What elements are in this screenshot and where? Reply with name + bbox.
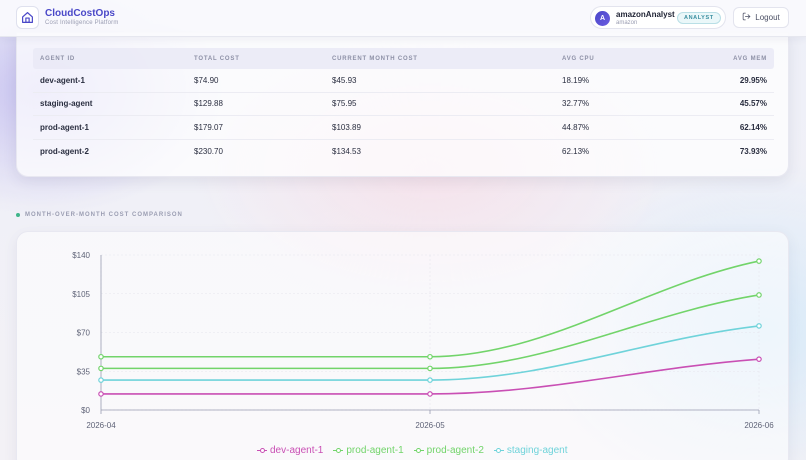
cell-total-cost: $129.88: [194, 99, 223, 109]
data-point-staging-agent: [427, 377, 433, 383]
cell-avg-mem: 62.14%: [739, 122, 767, 132]
data-point-staging-agent: [98, 377, 104, 383]
cell-avg-cpu: 62.13%: [562, 146, 590, 156]
data-point-dev-agent-1: [98, 391, 104, 397]
table-row[interactable]: staging-agent $129.88 $75.95 32.77% 45.5…: [33, 93, 774, 116]
legend-swatch: [413, 447, 424, 453]
y-tick-label: $140: [72, 251, 90, 260]
legend-item-prod-agent-2[interactable]: prod-agent-2: [413, 444, 484, 456]
brand-title: CloudCostOps: [45, 8, 115, 19]
cell-avg-cpu: 32.77%: [562, 99, 590, 109]
user-menu[interactable]: A amazonAnalyst amazon ANALYST: [590, 6, 726, 29]
x-tick-label: 2026-05: [415, 421, 445, 430]
cell-agent-id: dev-agent-1: [40, 75, 85, 85]
cell-current-month-cost: $75.95: [332, 99, 357, 109]
section-title-text: MONTH-OVER-MONTH COST COMPARISON: [25, 211, 183, 218]
legend-swatch: [333, 447, 344, 453]
data-point-prod-agent-2: [756, 258, 762, 264]
legend-label: prod-agent-2: [426, 444, 484, 456]
chart-legend: dev-agent-1 prod-agent-1 prod-agent-2 stagi…: [257, 444, 568, 456]
cell-avg-mem: 29.95%: [739, 75, 767, 85]
legend-item-prod-agent-1[interactable]: prod-agent-1: [333, 444, 404, 456]
cost-comparison-chart-card: [16, 231, 789, 460]
column-header-avg-mem[interactable]: AVG MEM: [733, 55, 767, 62]
section-title: MONTH-OVER-MONTH COST COMPARISON: [16, 210, 183, 219]
column-header-current-month-cost[interactable]: CURRENT MONTH COST: [332, 55, 418, 62]
section-dot-icon: [16, 212, 20, 217]
logout-icon: [742, 12, 751, 23]
cell-agent-id: prod-agent-1: [40, 122, 89, 132]
y-tick-label: $0: [81, 406, 90, 415]
table-row[interactable]: prod-agent-1 $179.07 $103.89 44.87% 62.1…: [33, 116, 774, 140]
cell-avg-mem: 73.93%: [739, 146, 767, 156]
cell-avg-cpu: 18.19%: [562, 75, 590, 85]
data-point-staging-agent: [756, 323, 762, 329]
column-header-avg-cpu[interactable]: AVG CPU: [562, 55, 595, 62]
user-org: amazon: [616, 20, 638, 26]
legend-label: prod-agent-1: [346, 444, 404, 456]
logout-label: Logout: [755, 13, 780, 22]
x-tick-label: 2026-06: [744, 421, 774, 430]
legend-item-dev-agent-1[interactable]: dev-agent-1: [257, 444, 323, 456]
data-point-prod-agent-1: [427, 365, 433, 372]
column-header-agent-id[interactable]: AGENT ID: [40, 55, 76, 62]
y-tick-label: $35: [77, 367, 91, 376]
cell-agent-id: staging-agent: [40, 99, 93, 109]
avatar: A: [595, 11, 610, 26]
role-badge: ANALYST: [677, 12, 721, 24]
agent-cost-table: AGENT ID TOTAL COST CURRENT MONTH COST A…: [33, 48, 774, 163]
agent-cost-table-card: AGENT ID TOTAL COST CURRENT MONTH COST A…: [16, 32, 789, 177]
data-point-prod-agent-2: [98, 353, 104, 360]
cell-total-cost: $230.70: [194, 146, 223, 156]
table-row[interactable]: prod-agent-2 $230.70 $134.53 62.13% 73.9…: [33, 140, 774, 164]
table-row[interactable]: dev-agent-1 $74.90 $45.93 18.19% 29.95%: [33, 69, 774, 93]
top-header: CloudCostOps Cost Intelligence Platform …: [0, 0, 806, 37]
cell-agent-id: prod-agent-2: [40, 146, 89, 156]
legend-item-staging-agent[interactable]: staging-agent: [493, 444, 568, 456]
cell-current-month-cost: $103.89: [332, 122, 361, 132]
cell-avg-mem: 45.57%: [739, 99, 767, 109]
legend-label: dev-agent-1: [270, 444, 324, 456]
table-header: AGENT ID TOTAL COST CURRENT MONTH COST A…: [33, 48, 774, 69]
brand-subtitle: Cost Intelligence Platform: [45, 20, 119, 26]
legend-swatch: [257, 447, 267, 453]
cell-total-cost: $74.90: [194, 75, 219, 85]
column-header-total-cost[interactable]: TOTAL COST: [194, 55, 240, 62]
y-tick-label: $70: [77, 329, 91, 338]
data-point-prod-agent-1: [756, 292, 762, 298]
legend-swatch: [493, 447, 504, 453]
data-point-prod-agent-1: [98, 365, 104, 372]
user-name: amazonAnalyst: [616, 10, 675, 19]
x-tick-label: 2026-04: [86, 421, 116, 430]
data-point-prod-agent-2: [427, 353, 433, 360]
home-icon[interactable]: [16, 6, 39, 29]
legend-label: staging-agent: [506, 444, 568, 456]
cell-avg-cpu: 44.87%: [562, 122, 590, 132]
cell-current-month-cost: $134.53: [332, 146, 361, 156]
y-tick-label: $105: [72, 290, 90, 299]
cell-current-month-cost: $45.93: [332, 75, 357, 85]
logout-button[interactable]: Logout: [733, 7, 789, 28]
data-point-dev-agent-1: [756, 356, 762, 362]
data-point-dev-agent-1: [427, 391, 433, 397]
cell-total-cost: $179.07: [194, 122, 223, 132]
